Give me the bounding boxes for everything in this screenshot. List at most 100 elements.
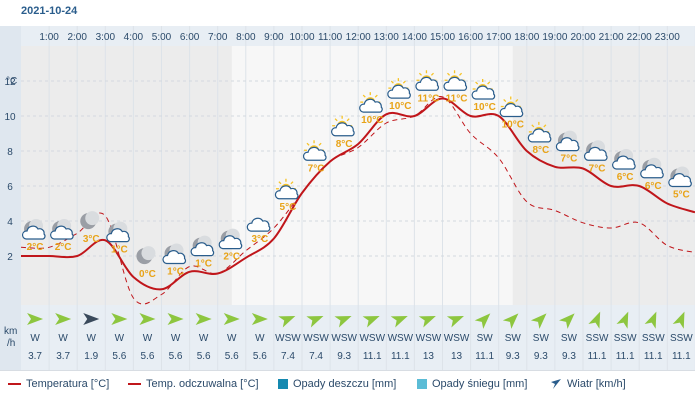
sun-cloud-icon [415,70,439,91]
wind-speed-label: 13 [451,351,463,362]
hour-tick-label: 14:00 [402,32,427,43]
wind-arrow-icon [588,311,601,329]
wind-direction-label: WSW [331,333,357,344]
wind-arrow-icon [559,313,575,329]
sun-ray [503,98,507,103]
wind-direction-label: W [199,333,209,344]
hour-tick-label: 8:00 [236,32,256,43]
wind-direction-label: WSW [303,333,329,344]
cloud-outline [527,128,552,143]
sun-ray [318,142,322,146]
wind-speed-label: 9.3 [562,351,576,362]
hour-tick-label: 9:00 [264,32,284,43]
sun-ray [447,72,451,76]
y-tick-label: 12 [4,77,16,88]
hour-tick-label: 11:00 [318,32,343,43]
legend-wind-label: Wiatr [km/h] [567,378,626,390]
temperature-label: 1°C [195,259,212,270]
cloud-outline [218,235,243,250]
moon-icon [80,211,100,230]
hour-tick-label: 20:00 [570,32,595,43]
wind-arrow-icon [167,313,184,325]
wind-speed-label: 9.3 [506,351,520,362]
sun-ray [430,72,434,76]
wind-speed-label: 11.1 [475,351,494,362]
hour-tick-label: 6:00 [180,32,200,43]
moon-cloud-icon [555,130,580,152]
wind-speed-label: 11.1 [672,351,691,362]
hour-tick-label: 19:00 [542,32,567,43]
sun-cloud-icon [527,121,552,143]
rain-swatch [278,379,288,390]
cloud-shape [274,185,299,200]
wind-speed-label: 9.3 [337,351,351,362]
temperature-label: 11°C [418,93,440,104]
cloud-outline [443,76,468,91]
wind-arrow-shape [195,313,212,325]
wind-arrow-icon [251,313,268,325]
wind-arrow-icon [644,311,657,329]
wind-direction-label: WSW [444,333,470,344]
legend-temperature-label: Temperatura [°C] [26,378,110,390]
hour-tick-label: 10:00 [289,32,314,43]
temperature-label: 2°C [27,242,44,253]
legend-rain-label: Opady deszczu [mm] [293,378,397,390]
y-tick-label: 2 [7,252,13,263]
cloud-shape [106,228,130,243]
sun-ray [390,80,394,84]
cloud-shape [246,217,271,232]
sun-cloud-icon [471,79,496,100]
hour-tick-label: 7:00 [208,32,228,43]
temperature-label: 7°C [561,154,578,165]
sun-ray [515,98,519,103]
wind-speed-label: 5.6 [197,351,211,362]
wind-direction-label: W [171,333,181,344]
cloud-outline [471,85,496,100]
moon-cloud-icon [21,219,46,240]
wind-arrow-icon [27,313,44,325]
cloud-shape [471,85,496,100]
wind-arrow-shape [502,313,519,329]
hour-tick-label: 22:00 [627,32,652,43]
cloud-shape [162,250,187,265]
wind-arrow-icon [474,313,491,329]
wind-speed-label: 5.6 [140,351,154,362]
wind-speed-label: 11.1 [616,351,635,362]
wind-arrow-icon [306,316,324,328]
cloud-shape [190,242,215,257]
left-axis-panel [0,26,21,370]
moon-shade [85,211,100,226]
wind-speed-label: 7.4 [281,351,295,362]
sun-ray [278,181,282,185]
snow-swatch [417,379,427,390]
sun-cloud-icon [443,70,468,91]
wind-arrow-icon [446,316,464,328]
wind-direction-label: W [58,333,68,344]
cloud-outline [21,225,46,240]
sun-cloud-icon [387,78,411,99]
cloud-outline [555,137,580,152]
forecast-date: 2021-10-24 [21,5,78,17]
temperature-label: 6°C [645,181,662,192]
wind-speed-label: 5.6 [253,351,267,362]
moon-shade [141,246,156,261]
wind-speed-label: 5.6 [112,351,126,362]
temperature-label: 7°C [308,163,325,174]
moon-cloud-icon [50,219,74,240]
sun-ray [362,94,366,98]
legend-snow-label: Opady śniegu [mm] [432,378,528,390]
cloud-shape [555,137,580,152]
temperature-label: 2°C [55,242,72,253]
wind-arrow-icon [502,313,519,329]
wind-speed-label: 7.4 [309,351,323,362]
wind-direction-label: SSW [614,333,637,344]
feels-like-line [20,96,695,305]
cloud-shape [331,122,355,137]
temperature-label: 10°C [473,102,495,113]
temperature-label: 2°C [223,252,240,263]
wind-arrow-icon [672,311,685,329]
temperature-label: 6°C [617,172,634,183]
hour-tick-label: 23:00 [655,32,680,43]
moon-cloud-icon [640,157,664,179]
wind-arrow-shape [446,316,464,328]
